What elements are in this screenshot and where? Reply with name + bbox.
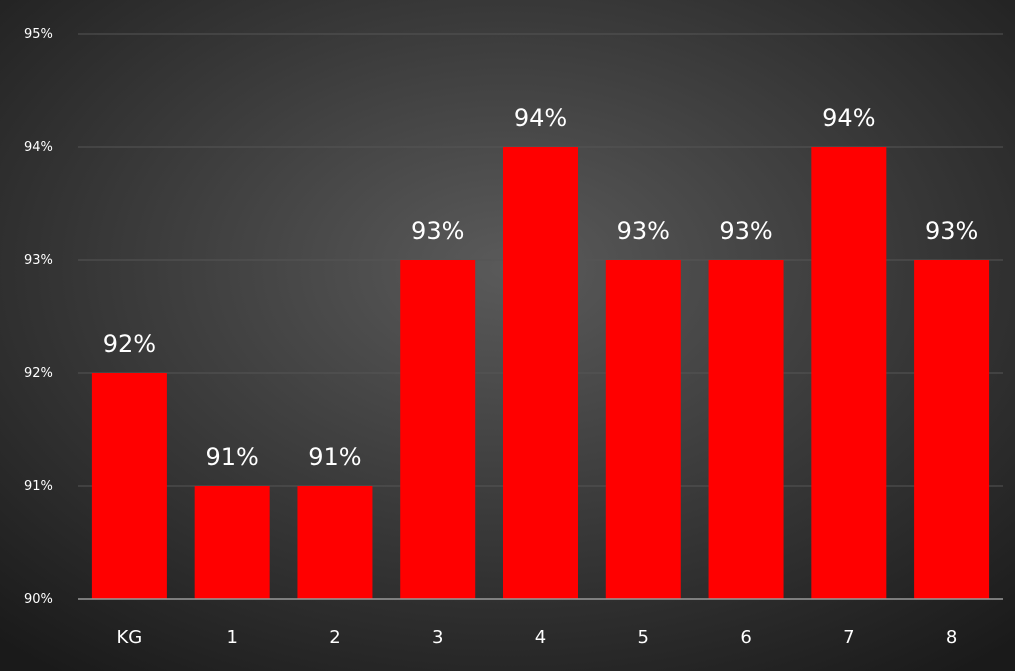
- x-tick-label: 2: [329, 627, 340, 648]
- y-tick-label: 93%: [24, 253, 53, 268]
- data-label: 94%: [514, 104, 567, 132]
- x-tick-label: 4: [535, 627, 546, 648]
- bar-3: [400, 260, 476, 599]
- data-label: 93%: [617, 217, 670, 245]
- bar-6: [708, 260, 784, 599]
- data-labels: 92% 91% 91% 93% 94% 93% 93% 94% 93%: [103, 104, 979, 471]
- y-tick-label: 91%: [24, 479, 53, 494]
- bar-5: [605, 260, 681, 599]
- x-tick-label: 6: [740, 627, 751, 648]
- x-tick-label: 8: [946, 627, 957, 648]
- data-label: 91%: [308, 443, 361, 471]
- x-tick-label: 3: [432, 627, 443, 648]
- bar-4: [503, 147, 578, 599]
- bar-1: [194, 486, 270, 599]
- bar-7: [811, 147, 887, 599]
- data-label: 92%: [103, 330, 156, 358]
- x-tick-label: 7: [843, 627, 854, 648]
- data-label: 93%: [719, 217, 772, 245]
- y-axis-tick-labels: 90% 91% 92% 93% 94% 95%: [24, 27, 53, 607]
- y-tick-label: 90%: [24, 592, 53, 607]
- y-tick-label: 95%: [24, 27, 53, 42]
- bar-2: [297, 486, 373, 599]
- bar-kg: [91, 373, 167, 599]
- bar-8: [914, 260, 990, 599]
- data-label: 93%: [411, 217, 464, 245]
- x-tick-label: 1: [226, 627, 237, 648]
- data-label: 94%: [822, 104, 875, 132]
- x-axis-category-labels: KG 1 2 3 4 5 6 7 8: [117, 627, 958, 648]
- y-tick-label: 92%: [24, 366, 53, 381]
- bars: [91, 147, 990, 599]
- data-label: 91%: [205, 443, 258, 471]
- data-label: 93%: [925, 217, 978, 245]
- y-tick-label: 94%: [24, 140, 53, 155]
- x-tick-label: 5: [638, 627, 649, 648]
- x-tick-label: KG: [117, 627, 143, 648]
